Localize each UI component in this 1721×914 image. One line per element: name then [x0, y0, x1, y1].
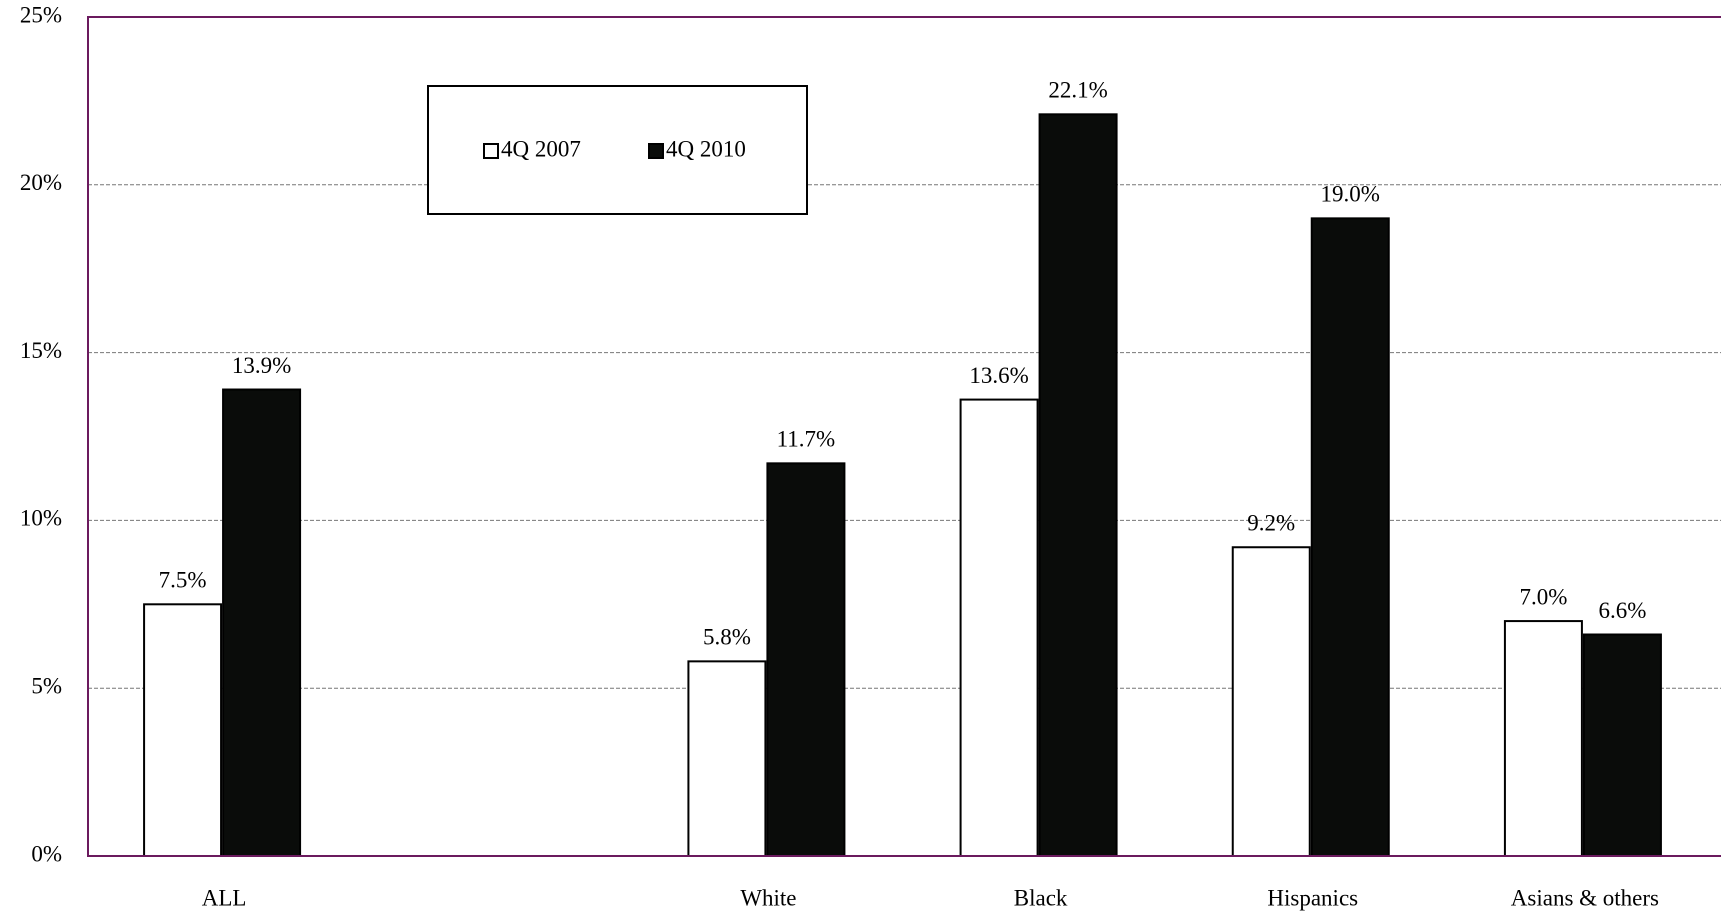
value-label: 7.0% [1519, 584, 1567, 609]
bar [959, 398, 1039, 857]
x-tick-label: Asians & others [1511, 885, 1659, 910]
legend-swatch [483, 143, 499, 159]
bar [143, 603, 223, 857]
bar [766, 462, 846, 857]
value-label: 7.5% [159, 568, 207, 593]
legend: 4Q 2007 4Q 2010 [427, 85, 808, 215]
x-tick-label: ALL [202, 885, 247, 910]
value-label: 11.7% [777, 427, 836, 452]
y-tick-label: 0% [31, 841, 62, 866]
bar [1582, 633, 1662, 858]
value-label: 13.9% [232, 353, 291, 378]
value-label: 5.8% [703, 625, 751, 650]
legend-label: 4Q 2010 [666, 136, 746, 161]
y-tick-label: 5% [31, 673, 62, 698]
legend-swatch [648, 143, 664, 159]
bar [1310, 217, 1390, 858]
value-label: 6.6% [1598, 598, 1646, 623]
y-tick-label: 25% [20, 2, 62, 27]
x-tick-label: White [740, 885, 796, 910]
value-label: 9.2% [1247, 511, 1295, 536]
value-label: 13.6% [969, 363, 1028, 388]
bar [222, 388, 302, 857]
bar [687, 660, 767, 857]
bar [1503, 620, 1583, 858]
legend-label: 4Q 2007 [501, 136, 581, 161]
x-tick-label: Black [1014, 885, 1068, 910]
y-tick-label: 20% [20, 170, 62, 195]
value-label: 19.0% [1321, 182, 1380, 207]
bar [1231, 546, 1311, 857]
value-label: 22.1% [1048, 78, 1107, 103]
plot-frame [87, 16, 1721, 857]
x-tick-label: Hispanics [1267, 885, 1358, 910]
y-tick-label: 10% [20, 506, 62, 531]
bar [1038, 113, 1118, 858]
y-tick-label: 15% [20, 338, 62, 363]
